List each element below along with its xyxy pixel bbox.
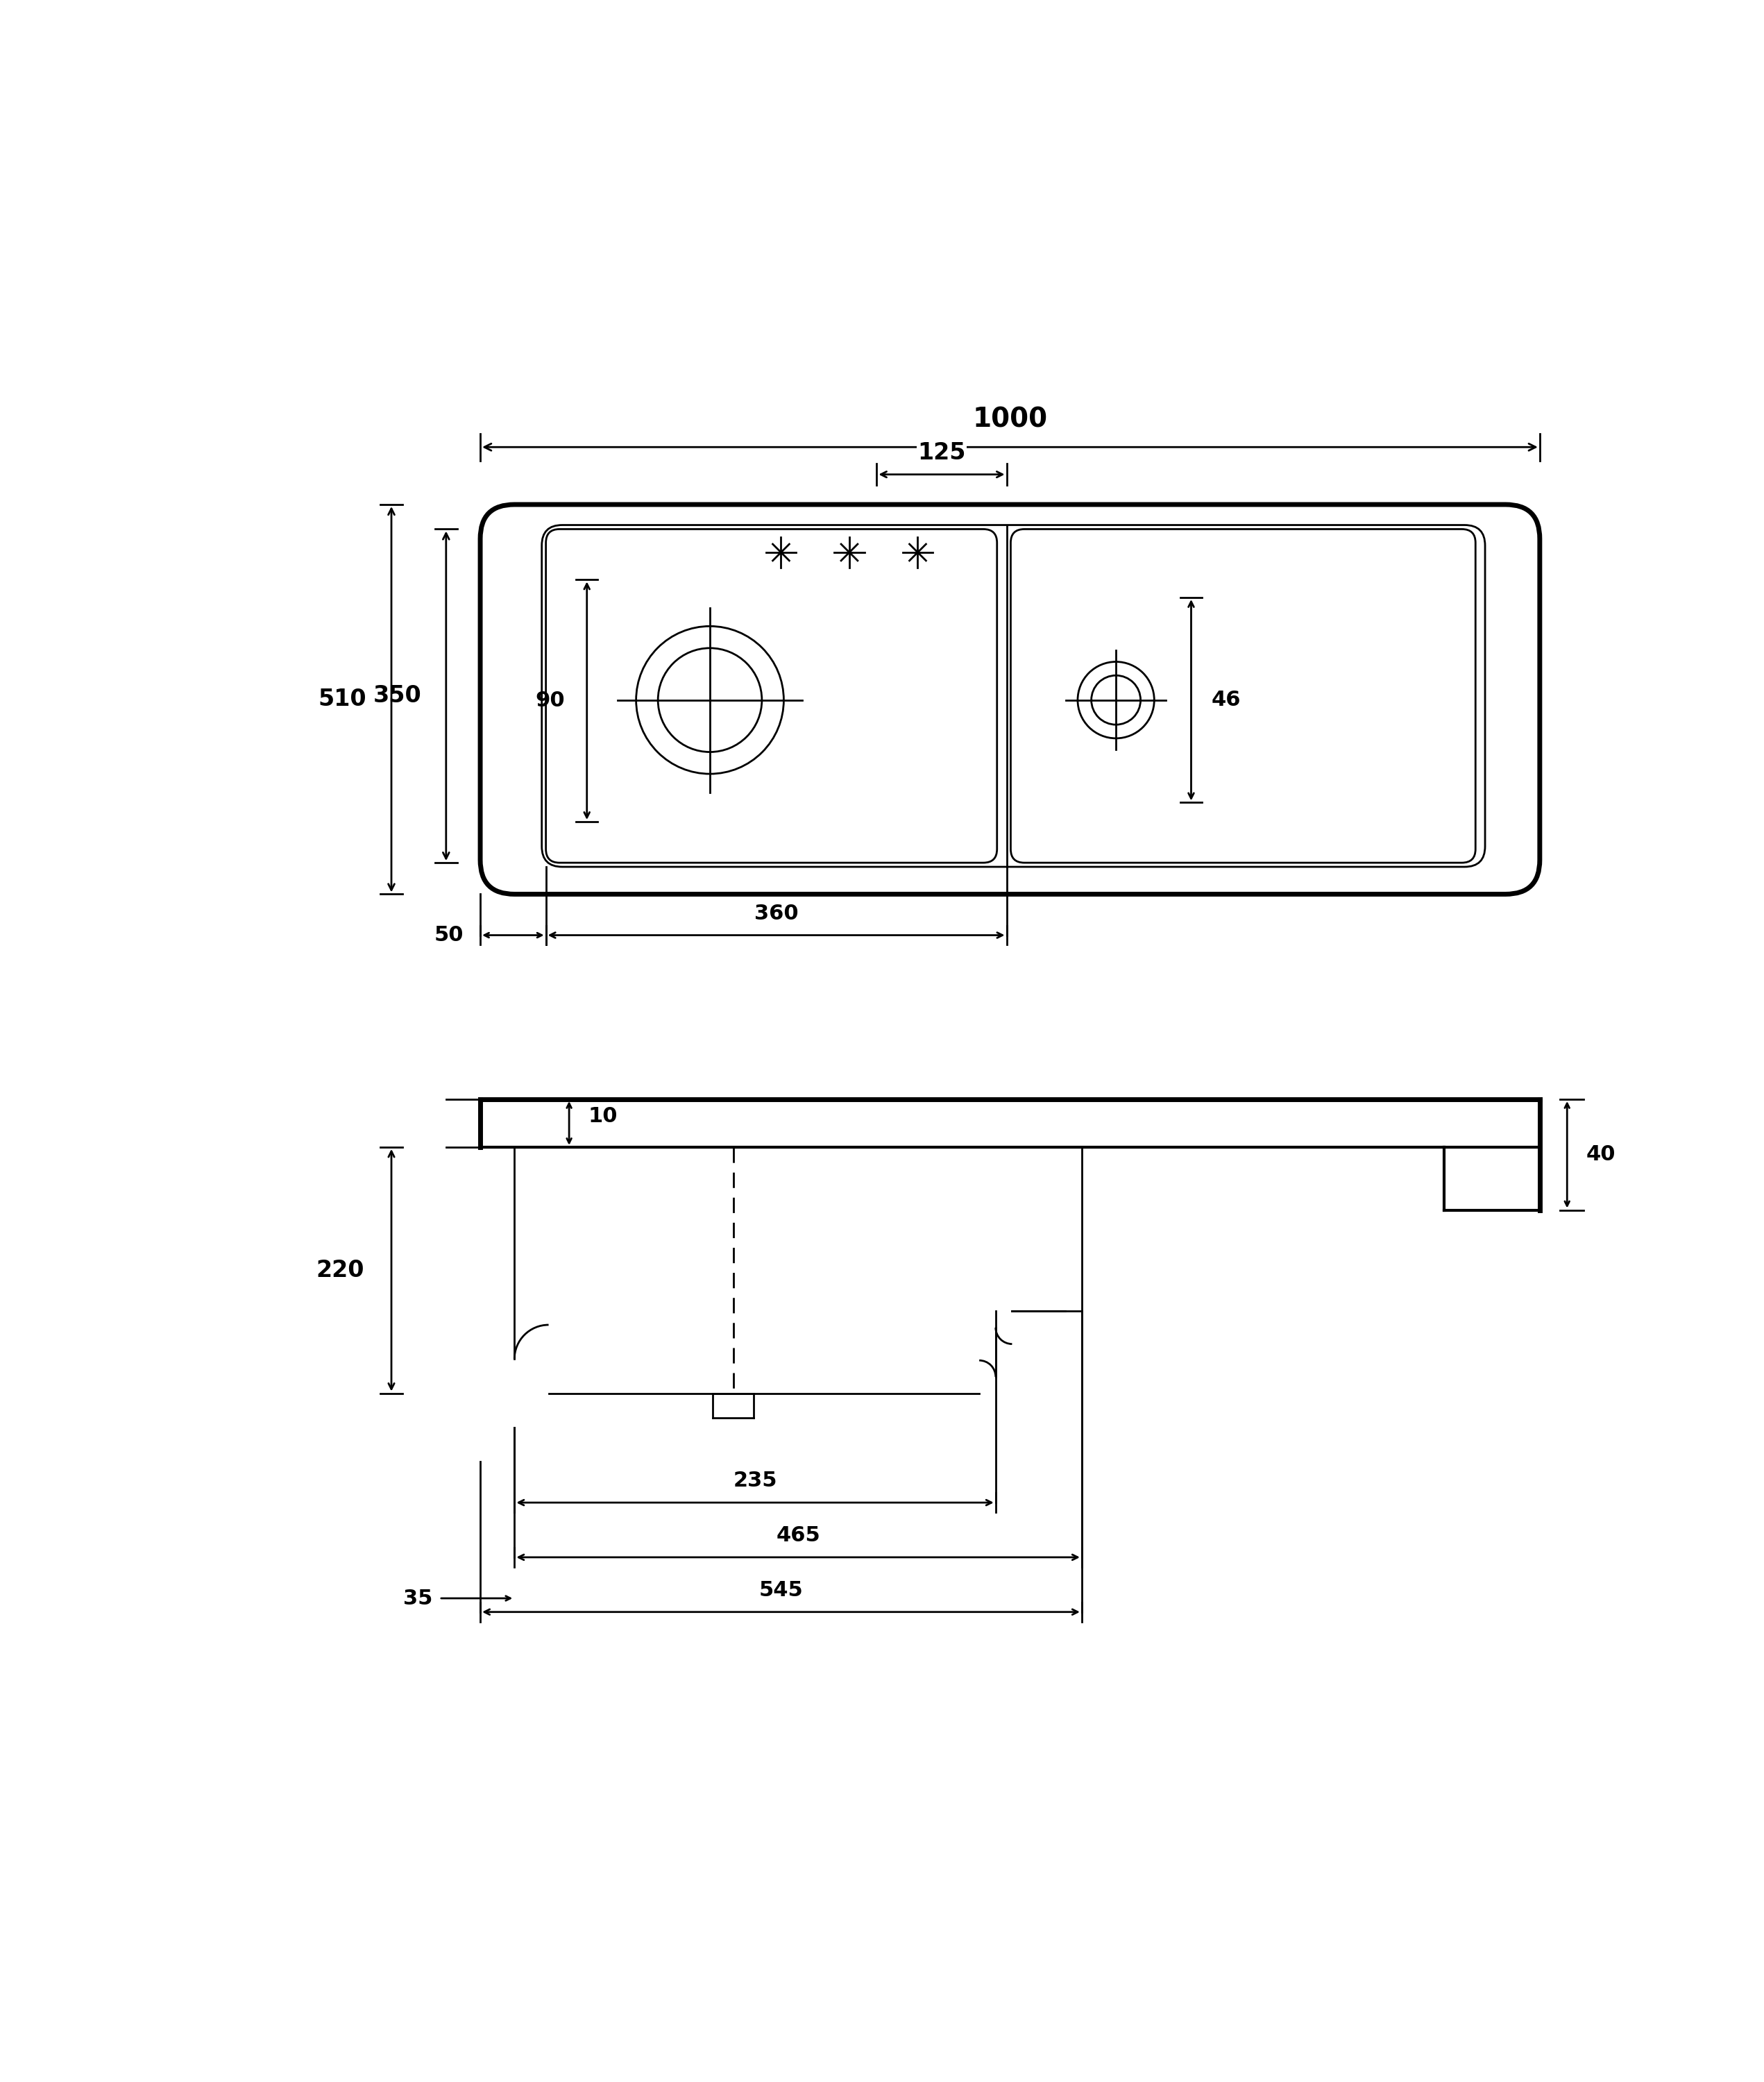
- Text: 545: 545: [759, 1580, 803, 1601]
- Text: 360: 360: [755, 904, 799, 924]
- Text: 125: 125: [917, 441, 965, 464]
- Text: 50: 50: [434, 924, 464, 945]
- Text: 46: 46: [1212, 689, 1242, 710]
- Text: 90: 90: [536, 691, 564, 710]
- Text: 510: 510: [319, 687, 367, 710]
- Text: 220: 220: [316, 1260, 363, 1283]
- Text: 10: 10: [587, 1106, 617, 1126]
- Text: 35: 35: [402, 1589, 432, 1609]
- Text: 350: 350: [372, 685, 422, 708]
- Text: 235: 235: [734, 1470, 778, 1491]
- Text: 40: 40: [1586, 1145, 1616, 1164]
- Text: 465: 465: [776, 1526, 820, 1545]
- Text: 1000: 1000: [972, 406, 1048, 433]
